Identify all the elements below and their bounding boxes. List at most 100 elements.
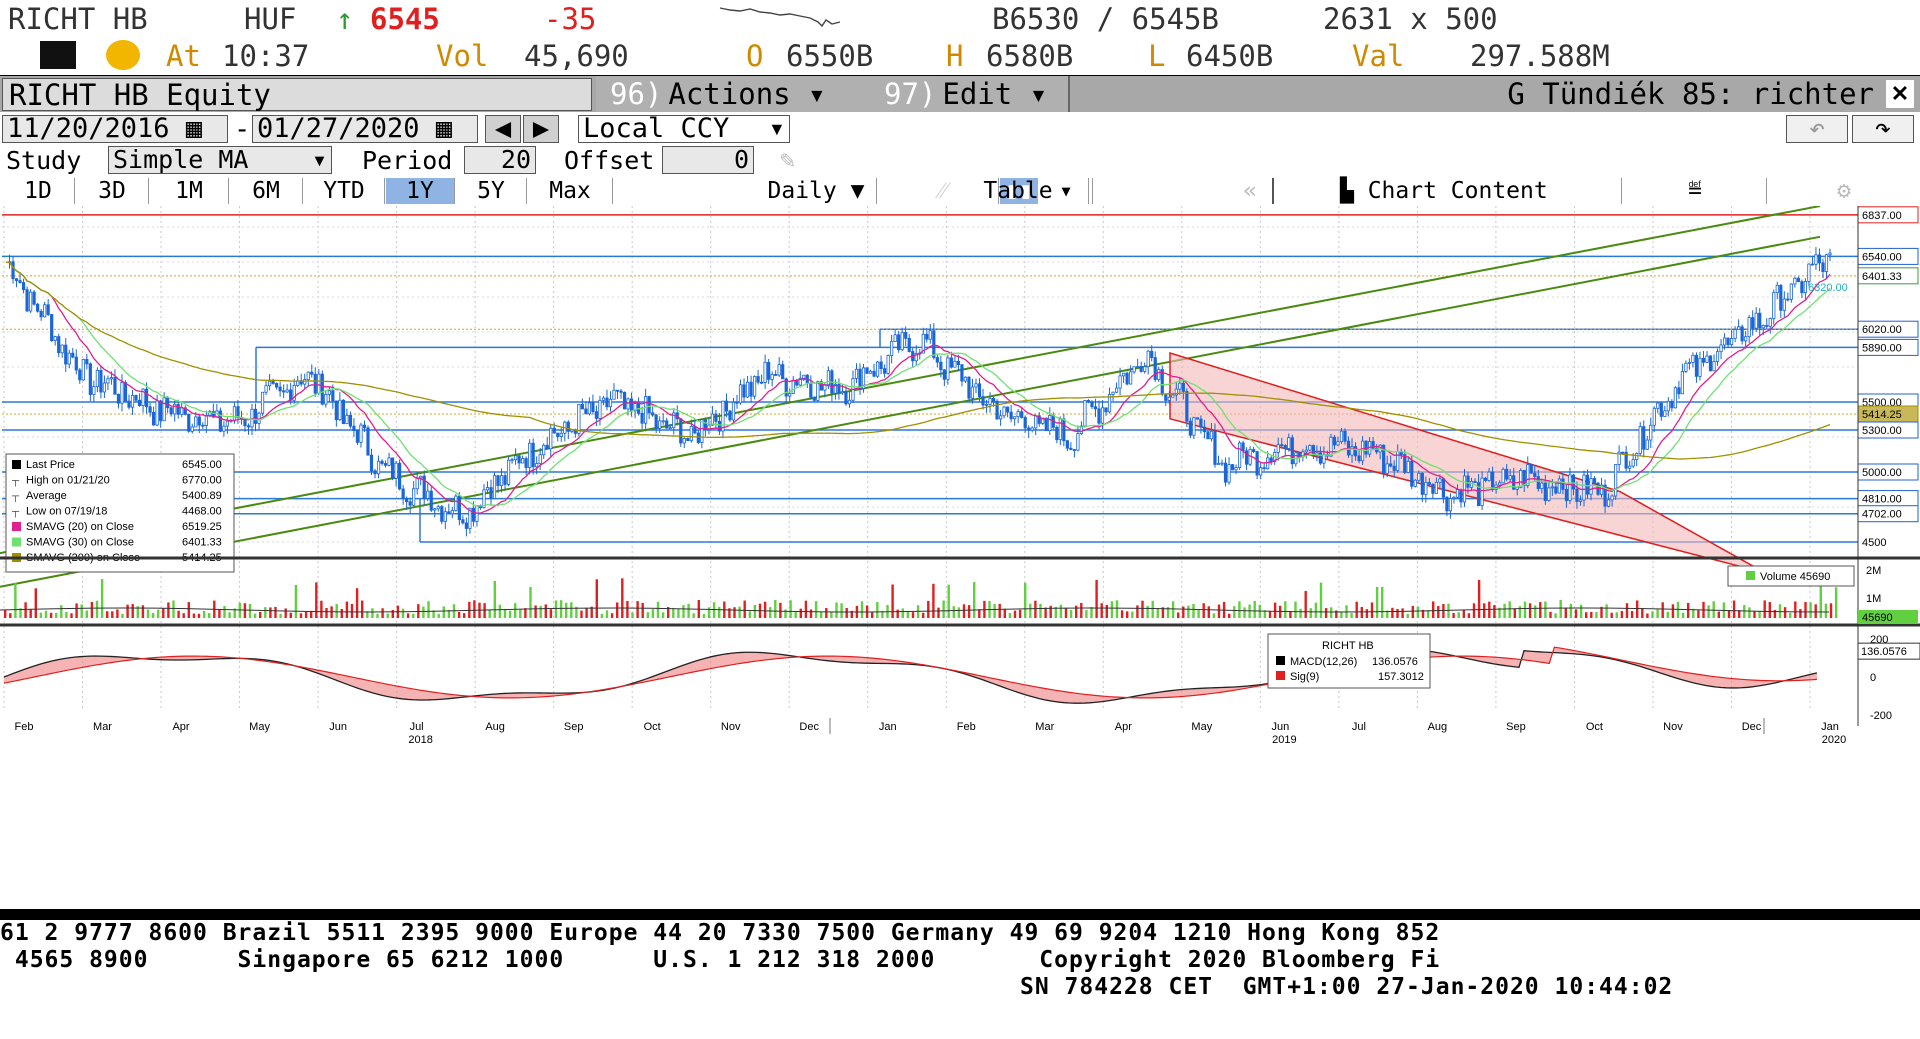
volume-bar <box>1426 610 1430 618</box>
x-month-label: Apr <box>172 721 189 733</box>
actions-menu[interactable]: 96) Actions ▾ <box>596 76 848 112</box>
volume-bar <box>340 608 343 618</box>
volume-bar <box>1432 601 1435 618</box>
candle-body <box>1034 415 1038 429</box>
date-separator: - <box>234 114 251 145</box>
macd-histogram-area <box>4 647 1817 704</box>
candle-body <box>1656 402 1660 409</box>
range-tab-1y[interactable]: 1Y <box>386 178 455 204</box>
volume-bar <box>1467 613 1471 618</box>
offset-input[interactable]: 0 <box>662 146 754 174</box>
line-chart-icon[interactable]: ⁄⁄ <box>888 178 999 204</box>
candle-body <box>176 403 180 415</box>
candle-body <box>1547 487 1551 501</box>
chart-type-dropdown[interactable]: ▾ <box>1040 178 1093 204</box>
calendar-icon[interactable]: ▦ <box>435 113 453 144</box>
volume-bar <box>1212 613 1216 618</box>
legend-label: High on 01/21/20 <box>26 475 110 487</box>
pencil-icon[interactable]: ✎ <box>780 145 796 174</box>
volume-bar <box>1177 612 1180 618</box>
volume-bar <box>1228 613 1231 618</box>
candle-body <box>1652 407 1656 426</box>
candle-body <box>763 361 767 383</box>
candle-body <box>1631 459 1635 467</box>
period-input[interactable]: 20 <box>464 146 536 174</box>
start-date-field[interactable]: 11/20/2016 ▦ <box>2 115 228 143</box>
chevron-down-icon: ▾ <box>808 77 826 111</box>
annotate-icon[interactable]: ≝ <box>1624 178 1767 204</box>
volume-value: 45,690 <box>524 39 629 73</box>
candle-body <box>162 397 166 422</box>
frequency-select[interactable]: Daily ▼ <box>756 178 877 204</box>
candle-body <box>485 487 490 491</box>
security-title[interactable]: RICHT HB Equity <box>2 78 592 112</box>
range-tab-5y[interactable]: 5Y <box>456 178 527 204</box>
vol-label: Vol <box>436 39 489 73</box>
close-icon[interactable]: ✕ <box>1886 80 1914 108</box>
gauge-icon[interactable] <box>106 40 140 70</box>
volume-bar <box>514 603 517 618</box>
end-date-field[interactable]: 01/27/2020 ▦ <box>252 115 478 143</box>
redo-button[interactable]: ↷ <box>1852 115 1914 143</box>
volume-bar <box>1095 579 1098 618</box>
candle-body <box>1719 344 1723 353</box>
x-month-label: Jul <box>410 721 424 733</box>
candle-body <box>703 419 707 430</box>
settings-gear-icon[interactable]: ⚙ <box>1837 178 1851 204</box>
price-chart[interactable]: 6837.00 6540.00 6401.33 6320.00 6020.00 5890.… <box>0 205 1920 909</box>
candle-body <box>1557 478 1561 494</box>
volume-bar <box>718 606 721 618</box>
candle-body <box>1754 312 1758 329</box>
volume-bar <box>580 610 583 618</box>
x-month-label: Jan <box>879 721 897 733</box>
volume-bar <box>1661 602 1664 618</box>
study-bar: Study Simple MA ▾ Period 20 Offset 0 ✎ <box>0 145 1920 176</box>
candle-body <box>468 507 472 529</box>
chart-content-button[interactable]: ▙ Chart Content <box>1272 178 1622 204</box>
candle-body <box>85 358 89 365</box>
volume-bar <box>1075 605 1078 618</box>
calendar-icon[interactable]: ▦ <box>185 113 203 144</box>
volume-bar <box>1753 611 1756 618</box>
edit-menu[interactable]: 97) Edit ▾ <box>836 76 1070 112</box>
volume-bar <box>1304 590 1307 618</box>
candle-body <box>36 303 40 312</box>
volume-bar <box>1641 607 1644 618</box>
candle-chart-icon[interactable]: ▮▮ <box>1000 178 1038 204</box>
range-tab-1d[interactable]: 1D <box>2 178 75 204</box>
range-tab-1m[interactable]: 1M <box>150 178 229 204</box>
prev-arrow-button[interactable]: ◀ <box>485 115 521 143</box>
candle-body <box>784 378 788 397</box>
range-tab-max[interactable]: Max <box>528 178 613 204</box>
candle-body <box>440 506 444 522</box>
table-button[interactable]: Table <box>948 178 1089 204</box>
candle-body <box>380 460 384 464</box>
chart-area[interactable]: 6837.00 6540.00 6401.33 6320.00 6020.00 5890.… <box>0 205 1920 909</box>
candle-body <box>492 475 497 499</box>
range-tab-3d[interactable]: 3D <box>76 178 149 204</box>
candle-body <box>809 383 813 398</box>
volume-bar <box>993 603 996 618</box>
volume-bar <box>1564 608 1567 618</box>
candle-body <box>419 475 423 479</box>
candle-body <box>1680 371 1684 395</box>
range-tab-6m[interactable]: 6M <box>230 178 303 204</box>
double-chevron-left-icon[interactable]: « <box>1243 178 1257 204</box>
volume-bar <box>656 601 660 618</box>
currency-select[interactable]: Local CCY ▾ <box>578 115 790 143</box>
next-arrow-button[interactable]: ▶ <box>523 115 559 143</box>
volume-legend: Volume 45690 <box>1727 565 1855 587</box>
low-value: 6450B <box>1186 39 1274 73</box>
candle-body <box>538 454 542 464</box>
start-date: 11/20/2016 <box>7 113 170 144</box>
study-select[interactable]: Simple MA ▾ <box>108 146 332 174</box>
candle-body <box>1111 391 1115 395</box>
volume-bar <box>315 582 318 618</box>
candle-body <box>760 381 764 384</box>
undo-button[interactable]: ↶ <box>1786 115 1848 143</box>
volume-bar <box>1370 602 1374 618</box>
trendline-lower <box>0 235 1821 588</box>
volume-bar <box>177 610 180 618</box>
range-tab-ytd[interactable]: YTD <box>304 178 385 204</box>
signal-legend-value: 157.3012 <box>1378 671 1424 683</box>
